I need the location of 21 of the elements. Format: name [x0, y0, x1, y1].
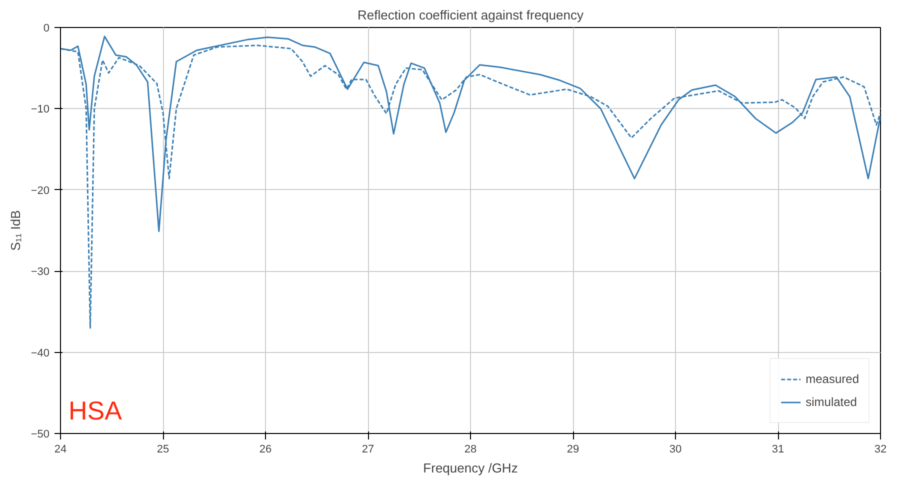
- x-tick-label: 25: [156, 444, 170, 456]
- chart-title: Reflection coefficient against frequency: [358, 8, 584, 22]
- y-tick-label: −50: [30, 428, 50, 440]
- x-tick-label: 24: [54, 444, 67, 456]
- x-tick-label: 28: [464, 444, 477, 456]
- y-axis-title: S₁₁ IdB: [8, 210, 23, 251]
- x-tick-label: 30: [669, 444, 682, 456]
- x-tick-label: 26: [259, 444, 272, 456]
- y-tick-label: −40: [30, 347, 50, 360]
- annotation: HSA: [68, 396, 123, 426]
- y-tick-label: −30: [30, 266, 50, 278]
- x-tick-label: 31: [772, 444, 784, 456]
- x-tick-label: 29: [566, 444, 580, 456]
- y-tick-label: 0: [43, 22, 50, 34]
- x-axis-title: Frequency /GHz: [423, 460, 518, 476]
- y-tick-label: −20: [30, 184, 50, 197]
- x-tick-label: 27: [362, 444, 374, 456]
- legend-label: measured: [806, 372, 859, 386]
- y-tick-label: −10: [30, 104, 50, 116]
- legend-label: simulated: [806, 395, 857, 409]
- x-tick-label: 32: [874, 444, 887, 456]
